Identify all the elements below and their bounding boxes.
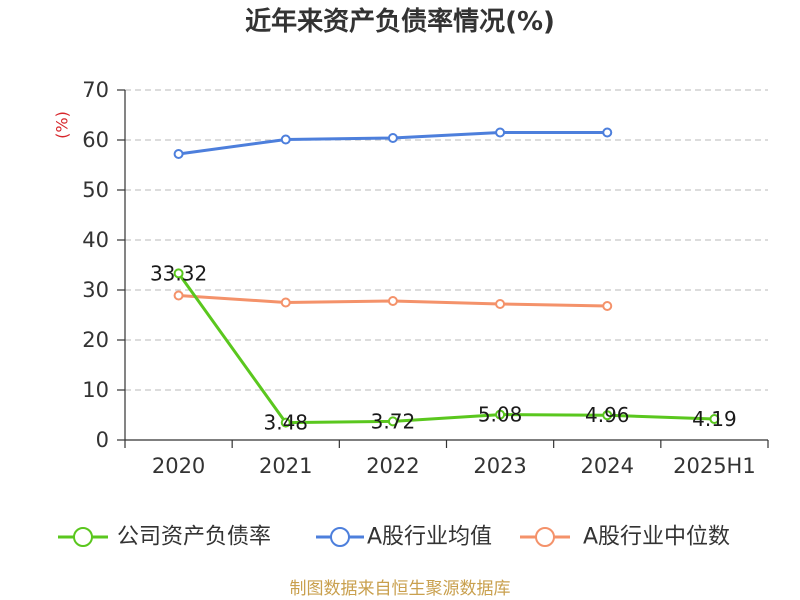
series-0-data-point: [495, 409, 506, 420]
x-tick-label: 2021: [259, 454, 312, 478]
x-tick-label: 2023: [473, 454, 526, 478]
series-0-line: [177, 272, 715, 425]
series-0-data-point: [387, 416, 398, 427]
series-2-data-point: [602, 301, 613, 311]
y-tick-label: 0: [96, 428, 109, 452]
y-axis-unit-label: (%): [53, 111, 72, 139]
legend-circle-icon: [330, 527, 350, 547]
y-tick-label: 70: [82, 78, 109, 102]
gridlines: [125, 89, 768, 391]
legend-item-industry-mean[interactable]: A股行业均值: [316, 525, 492, 550]
series-2-data-point: [495, 299, 506, 309]
data-labels: 33.32 3.48 3.72 5.08 4.96 4.19: [150, 261, 737, 434]
chart-title: 近年来资产负债率情况(%): [245, 6, 555, 37]
series-0-data-label: 4.96: [585, 403, 630, 427]
series-0-data-point: [602, 410, 613, 421]
y-tick-label: 30: [82, 278, 109, 302]
y-tick-label: 60: [82, 128, 109, 152]
legend-item-company-debt-ratio[interactable]: 公司资产负债率: [58, 525, 271, 550]
x-tick-label: 2024: [581, 454, 634, 478]
series-1-data-point: [173, 149, 184, 159]
legend-label: A股行业均值: [367, 525, 492, 550]
legend: 公司资产负债率 A股行业均值 A股行业中位数: [58, 525, 730, 550]
legend-circle-icon: [535, 527, 555, 547]
series-2-data-point: [387, 296, 398, 306]
series-0-data-label: 5.08: [478, 403, 523, 427]
x-tick-label: 2020: [152, 454, 205, 478]
data-source-footer: 制图数据来自恒生聚源数据库: [290, 579, 511, 599]
series-2-data-point: [173, 290, 184, 301]
legend-circle-icon: [73, 527, 93, 547]
series-0-data-label: 33.32: [150, 261, 207, 285]
series-1-data-point: [280, 134, 291, 145]
legend-label: 公司资产负债率: [117, 525, 271, 550]
series-0-data-label: 3.48: [263, 411, 308, 435]
series-1-data-point: [602, 127, 613, 138]
y-tick-label: 40: [82, 228, 109, 252]
y-tick-label: 50: [82, 178, 109, 202]
series: [173, 127, 720, 428]
y-tick-label: 10: [82, 378, 109, 402]
series-0-data-point: [173, 268, 184, 279]
x-tick-label: 2022: [366, 454, 419, 478]
series-0-data-point: [709, 414, 720, 425]
series-2-data-point: [280, 297, 291, 308]
legend-item-industry-median[interactable]: A股行业中位数: [520, 525, 730, 550]
y-tick-label: 20: [82, 328, 109, 352]
x-tick-label: 2025H1: [673, 454, 756, 478]
axes: 0 10 20 30 40 50 60 70 2020 2021 2022 2023 2024 2025H…: [82, 78, 769, 478]
series-0-data-label: 3.72: [371, 409, 416, 433]
series-1-data-point: [495, 127, 506, 138]
series-1-data-point: [387, 133, 398, 143]
legend-label: A股行业中位数: [583, 525, 730, 550]
series-0-data-point: [280, 417, 291, 428]
series-0-data-label: 4.19: [692, 407, 737, 431]
